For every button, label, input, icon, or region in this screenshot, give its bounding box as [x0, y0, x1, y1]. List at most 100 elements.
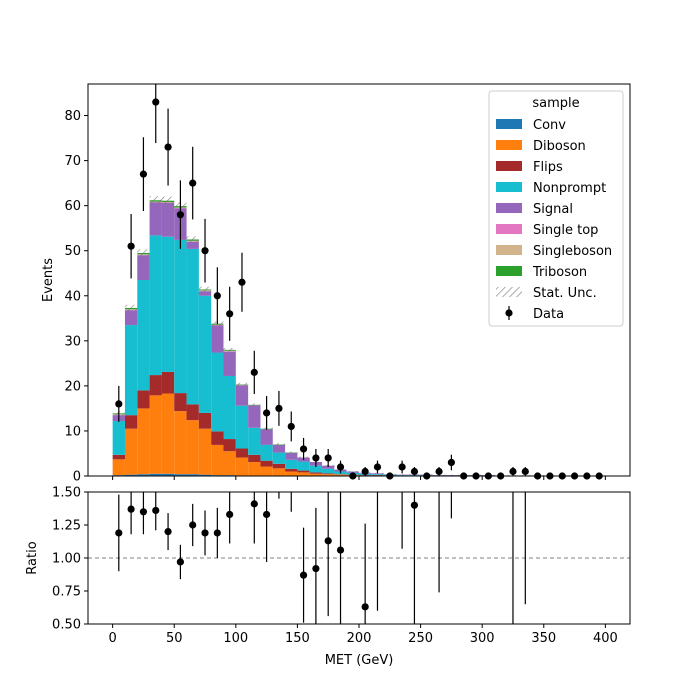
bar-nonprompt-bin-12: [260, 444, 273, 461]
ratio-point-3: [152, 506, 160, 515]
bar-diboson-bin-0: [112, 459, 125, 476]
bar-diboson-bin-6: [186, 420, 199, 475]
legend-label-nonprompt: Nonprompt: [533, 181, 606, 196]
ratio-point-9: [226, 510, 234, 519]
legend-swatch-stat-unc: [496, 287, 522, 297]
main-y-tick-label-5: 50: [64, 244, 81, 259]
data-point-20: [361, 467, 369, 476]
bar-nonprompt-bin-21: [371, 474, 384, 476]
bar-diboson-bin-17: [322, 474, 335, 476]
data-point-3: [152, 98, 160, 106]
bar-flips-bin-11: [248, 454, 261, 463]
bar-signal-bin-1: [124, 310, 138, 326]
main-y-tick-label-2: 20: [64, 379, 81, 394]
bar-diboson-bin-1: [124, 428, 138, 475]
main-y-tick-label-7: 70: [64, 154, 81, 169]
bar-flips-bin-3: [149, 375, 162, 396]
bar-flips-bin-10: [235, 448, 249, 458]
bar-flips-bin-16: [309, 472, 323, 474]
bar-nonprompt-bin-7: [198, 295, 212, 413]
main-y-tick-label-1: 10: [64, 424, 81, 439]
ratio-point-4: [164, 528, 172, 536]
data-point-7: [201, 247, 209, 255]
ratio-point-16: [324, 537, 332, 545]
stat-unc-band-bin-14: [285, 451, 298, 454]
bar-diboson-bin-14: [285, 471, 298, 476]
bar-nonprompt-bin-8: [211, 352, 224, 432]
bar-diboson-bin-16: [309, 473, 323, 476]
legend-label-singleboson: Singleboson: [533, 244, 612, 259]
ratio-x-tick-label-1: 50: [166, 631, 183, 646]
bar-nonprompt-bin-17: [322, 468, 335, 474]
ratio-point-7: [201, 529, 209, 537]
bar-signal-bin-12: [260, 429, 273, 445]
stat-unc-band-bin-1: [124, 304, 138, 312]
bar-signal-bin-14: [285, 453, 298, 460]
legend-label-flips: Flips: [533, 160, 563, 175]
bar-flips-bin-13: [272, 463, 286, 469]
bar-diboson-bin-13: [272, 468, 286, 476]
stat-unc-band-bin-9: [223, 348, 236, 352]
data-points: [115, 84, 603, 480]
data-point-11: [250, 368, 258, 376]
bar-conv-bin-6: [186, 474, 199, 476]
bar-flips-bin-0: [112, 454, 125, 460]
bar-diboson-bin-7: [198, 428, 212, 475]
bar-diboson-bin-10: [235, 457, 249, 476]
ratio-y-tick-label-4: 1.50: [52, 486, 81, 501]
ratio-point-2: [139, 508, 148, 516]
bar-flips-bin-15: [297, 470, 310, 473]
bar-diboson-bin-11: [248, 462, 261, 476]
data-point-12: [263, 409, 271, 417]
data-point-10: [238, 278, 246, 286]
data-point-33: [521, 467, 529, 476]
bar-nonprompt-bin-11: [248, 427, 261, 455]
legend-swatch-signal: [496, 203, 522, 213]
bar-signal-bin-10: [235, 385, 249, 406]
ratio-x-tick-label-0: 0: [108, 631, 116, 646]
bar-nonprompt-bin-15: [297, 461, 310, 471]
main-y-tick-label-6: 60: [64, 199, 81, 214]
legend-title: sample: [532, 96, 579, 111]
bar-diboson-bin-4: [161, 393, 175, 474]
bar-nonprompt-bin-5: [174, 239, 187, 394]
bar-nonprompt-bin-13: [272, 452, 286, 464]
data-point-32: [509, 467, 517, 476]
data-point-4: [164, 143, 172, 151]
ratio-point-18: [361, 603, 369, 611]
legend-label-diboson: Diboson: [533, 139, 586, 154]
bar-nonprompt-bin-10: [235, 405, 249, 449]
bar-diboson-bin-9: [223, 451, 236, 476]
bar-signal-bin-8: [211, 325, 224, 353]
bar-nonprompt-bin-4: [161, 236, 175, 372]
legend-swatch-conv: [496, 119, 522, 129]
legend-label-stat-unc: Stat. Unc.: [533, 286, 597, 301]
legend-swatch-singleboson: [496, 245, 522, 255]
bar-flips-bin-4: [161, 371, 175, 394]
legend-swatch-triboson: [496, 266, 522, 276]
ratio-point-17: [336, 546, 345, 554]
bar-diboson-bin-3: [149, 395, 162, 474]
data-point-5: [176, 211, 184, 219]
legend-swatch-diboson: [496, 140, 522, 150]
bar-signal-bin-2: [137, 255, 150, 280]
bar-signal-bin-3: [149, 202, 162, 236]
ratio-point-10: [250, 500, 258, 508]
bar-flips-bin-12: [260, 460, 273, 467]
bar-nonprompt-bin-0: [112, 421, 125, 455]
bar-flips-bin-1: [124, 415, 138, 429]
bar-conv-bin-5: [174, 474, 187, 476]
data-point-24: [410, 467, 419, 476]
main-y-tick-label-8: 80: [64, 109, 81, 124]
data-point-1: [127, 242, 135, 250]
bar-signal-bin-19: [346, 471, 359, 473]
bar-diboson-bin-18: [334, 474, 347, 476]
bar-signal-bin-7: [198, 291, 212, 296]
legend-data-marker: [505, 309, 513, 317]
ratio-y-tick-label-0: 0.50: [52, 618, 81, 633]
data-point-15: [299, 445, 308, 453]
bar-nonprompt-bin-14: [285, 459, 298, 469]
legend-label-conv: Conv: [533, 118, 566, 133]
main-y-axis-label: Events: [41, 258, 56, 302]
